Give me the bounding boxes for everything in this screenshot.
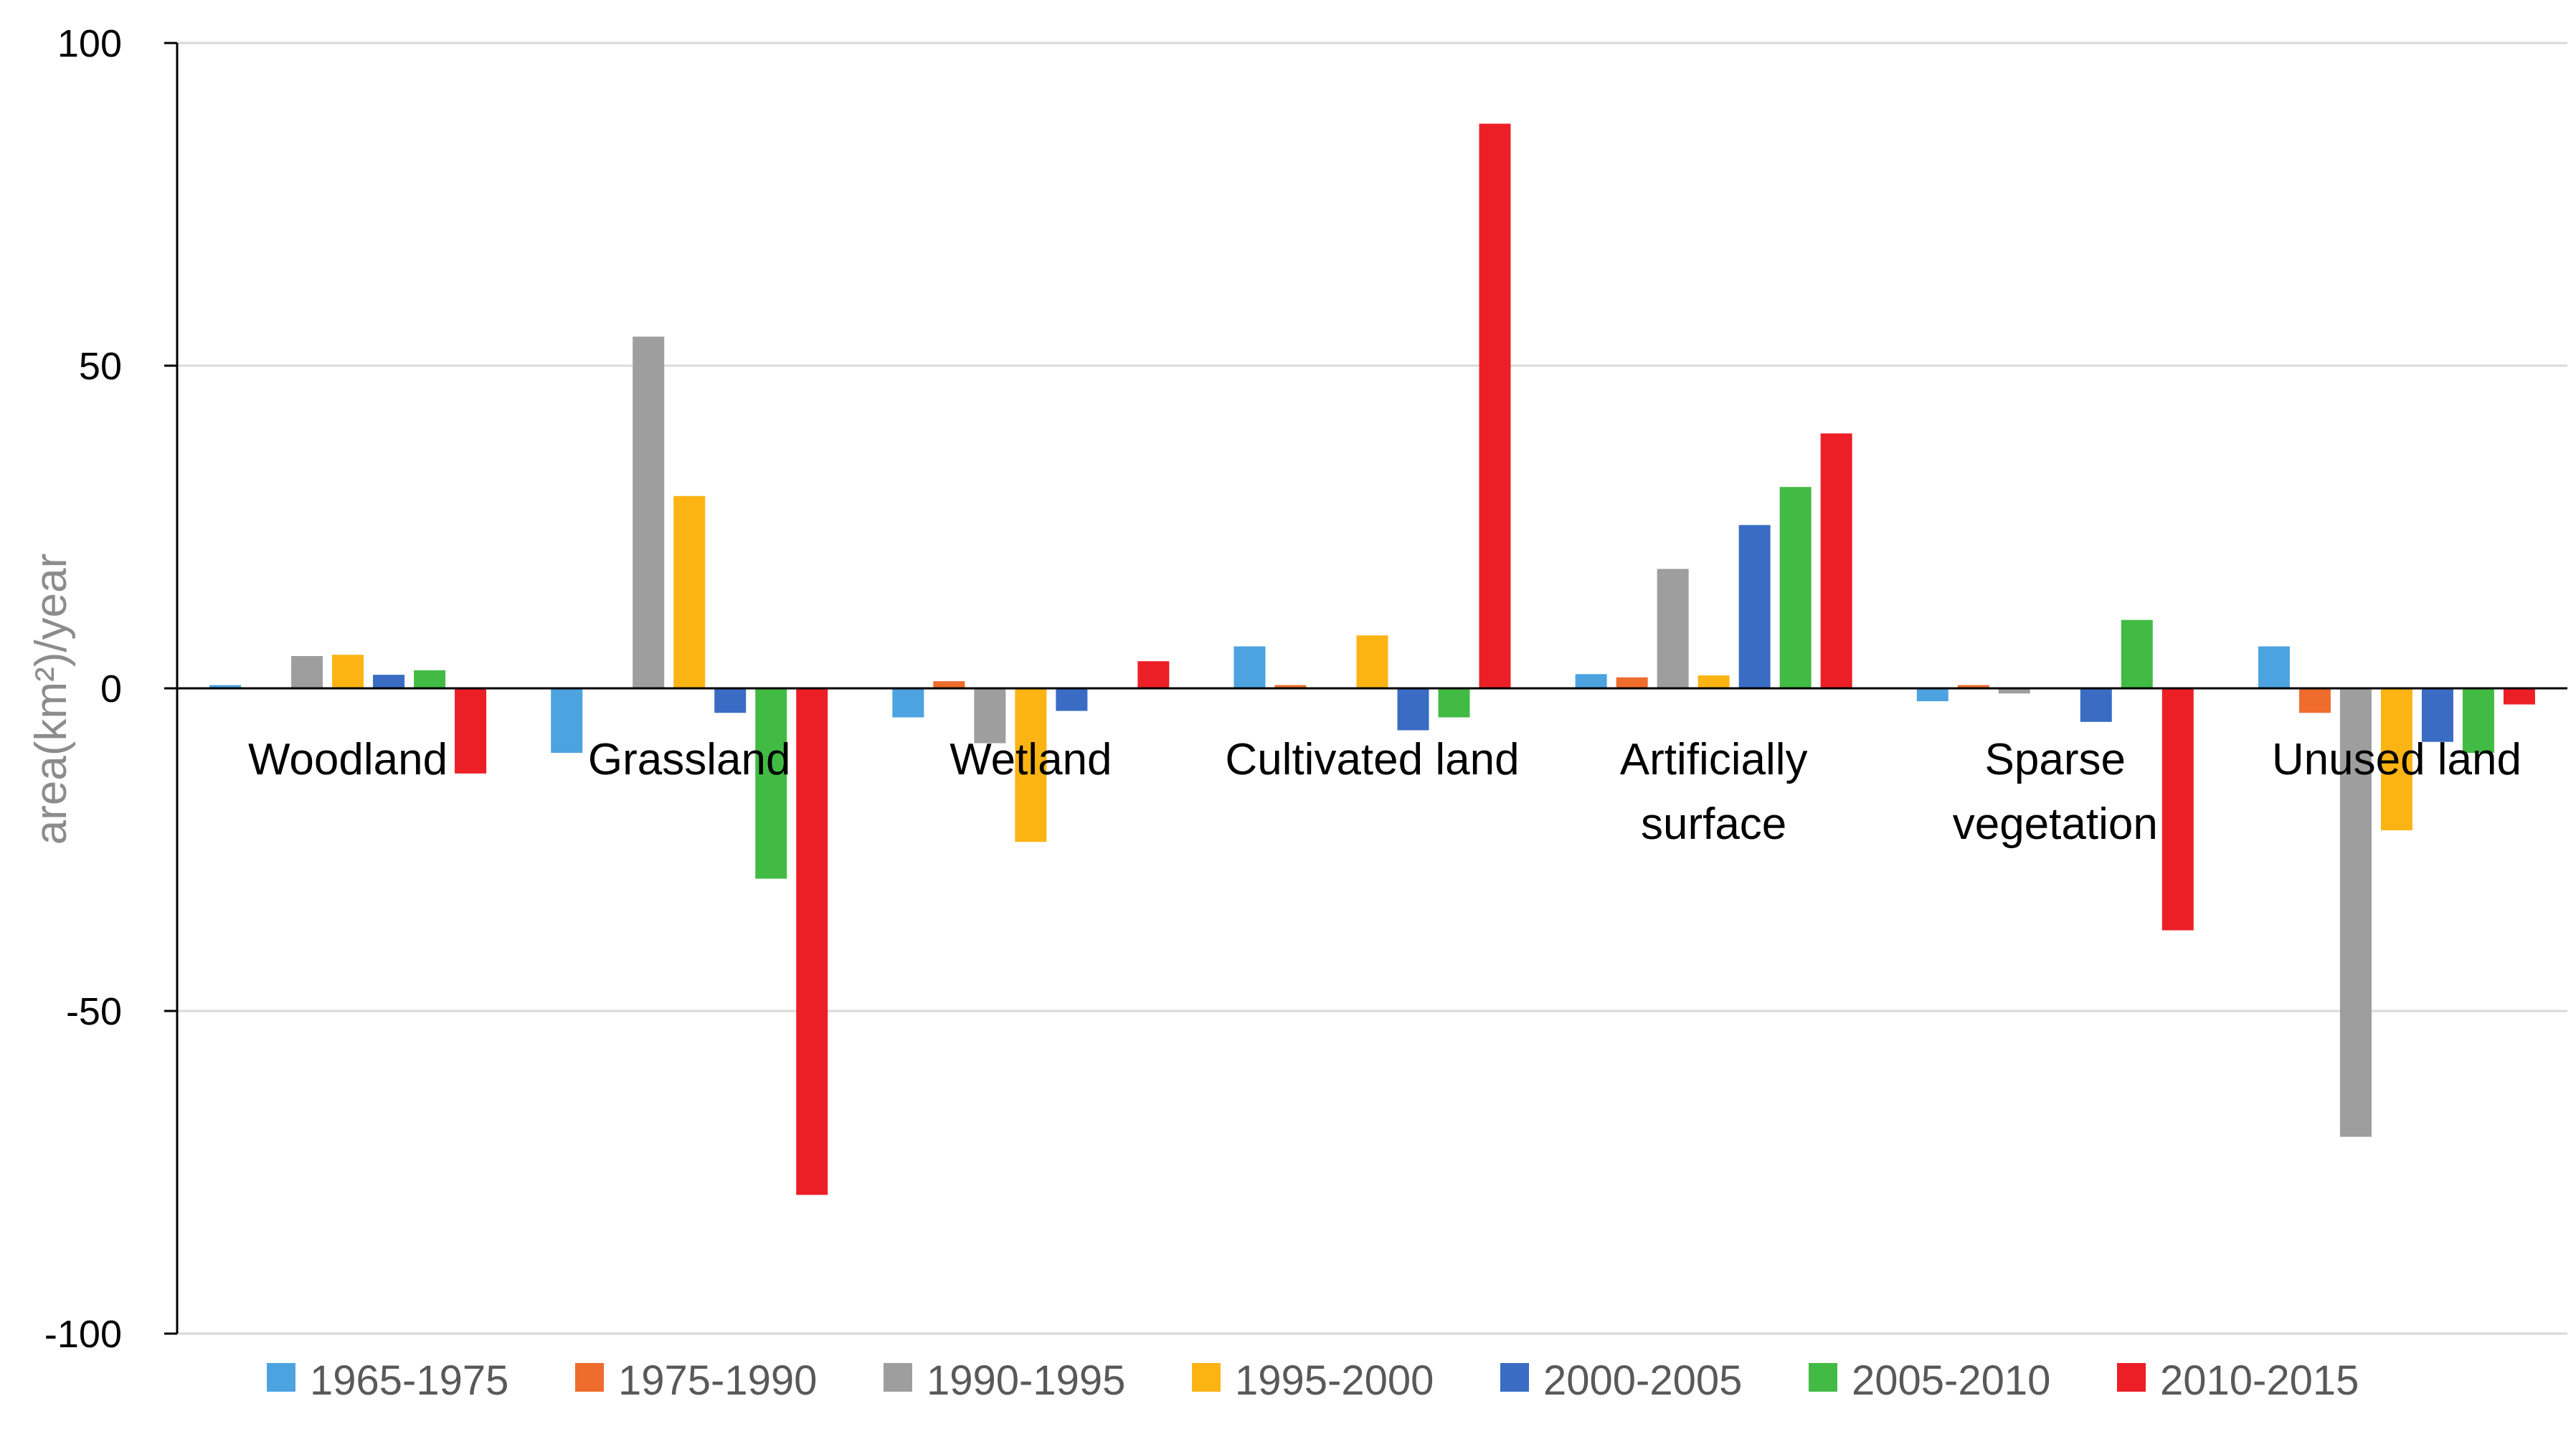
legend-label: 1975-1990 <box>618 1357 817 1404</box>
bar-1965-1975-unused-land <box>2258 646 2290 688</box>
bar-1965-1975-woodland <box>209 685 242 688</box>
bar-2005-2010-cultivated-land <box>1438 688 1470 718</box>
bar-1965-1975-cultivated-land <box>1233 646 1266 688</box>
bar-1995-2000-wetland <box>1015 688 1047 842</box>
bar-2010-2015-cultivated-land <box>1479 123 1511 688</box>
bar-2000-2005-sparse-vegetation <box>2080 688 2112 722</box>
category-label: Unused land <box>2272 735 2521 784</box>
bar-1975-1990-sparse-vegetation <box>1957 685 1989 688</box>
bar-1990-1995-unused-land <box>2339 688 2372 1137</box>
bar-1995-2000-unused-land <box>2380 688 2412 830</box>
bar-2005-2010-sparse-vegetation <box>2121 619 2153 688</box>
bars <box>209 123 2535 1195</box>
y-tick-label: 0 <box>100 668 122 711</box>
legend-label: 1995-2000 <box>1235 1357 1434 1404</box>
bar-2000-2005-wetland <box>1056 688 1088 711</box>
bar-2010-2015-grassland <box>796 688 828 1195</box>
bar-2005-2010-woodland <box>414 670 446 688</box>
legend-label: 2005-2010 <box>1852 1357 2050 1404</box>
bar-2000-2005-grassland <box>714 688 747 713</box>
axes <box>164 42 2567 1335</box>
legend-swatch-2010-2015 <box>2117 1363 2146 1392</box>
y-tick-label: -100 <box>44 1313 122 1356</box>
bar-1965-1975-wetland <box>892 688 924 718</box>
legend-label: 2000-2005 <box>1543 1357 1742 1404</box>
bar-2010-2015-artificially-surface <box>1820 433 1852 688</box>
legend-label: 1965-1975 <box>310 1357 508 1404</box>
category-label: Grassland <box>588 735 791 784</box>
y-axis-title: area(km²)/year <box>27 554 76 845</box>
bar-1990-1995-wetland <box>974 688 1006 744</box>
bar-1975-1990-artificially-surface <box>1616 677 1648 688</box>
bar-1990-1995-artificially-surface <box>1657 569 1689 688</box>
bar-2005-2010-unused-land <box>2462 688 2494 753</box>
legend-swatch-2000-2005 <box>1500 1363 1529 1392</box>
bar-2000-2005-woodland <box>373 675 405 688</box>
category-label: vegetation <box>1953 799 2158 849</box>
bar-1965-1975-grassland <box>551 688 583 753</box>
bar-1990-1995-grassland <box>633 336 665 688</box>
category-label: surface <box>1641 799 1786 849</box>
bar-1995-2000-artificially-surface <box>1697 675 1730 688</box>
bar-2005-2010-artificially-surface <box>1779 487 1812 688</box>
y-tick-label: -50 <box>66 990 122 1033</box>
bar-1995-2000-woodland <box>332 655 364 688</box>
bar-1995-2000-grassland <box>673 495 706 688</box>
category-label: Wetland <box>950 735 1112 784</box>
y-tick-label: 100 <box>57 22 122 65</box>
bar-2010-2015-sparse-vegetation <box>2161 688 2194 931</box>
legend-swatch-2005-2010 <box>1809 1363 1837 1392</box>
bar-2010-2015-woodland <box>455 688 487 774</box>
legend-swatch-1975-1990 <box>575 1363 604 1392</box>
bar-1965-1975-sparse-vegetation <box>1916 688 1948 701</box>
bar-1965-1975-artificially-surface <box>1575 674 1607 688</box>
category-label: Woodland <box>248 735 448 784</box>
bar-2005-2010-grassland <box>755 688 787 879</box>
category-labels: Woodland Grassland Wetland Cultivated land A… <box>248 735 2521 849</box>
legend-swatch-1995-2000 <box>1192 1363 1221 1392</box>
bar-1990-1995-woodland <box>291 656 323 688</box>
bar-2010-2015-unused-land <box>2503 688 2535 705</box>
legend: 1965-1975 1975-1990 1990-1995 1995-2000 2000… <box>267 1357 2359 1404</box>
bar-2000-2005-artificially-surface <box>1738 525 1771 688</box>
gridlines <box>177 42 2567 1335</box>
bar-1990-1995-sparse-vegetation <box>1998 688 2030 694</box>
bar-1975-1990-unused-land <box>2298 688 2331 713</box>
y-tick-labels: 100 50 0 -50 -100 <box>44 22 122 1356</box>
legend-swatch-1990-1995 <box>884 1363 912 1392</box>
legend-label: 2010-2015 <box>2160 1357 2359 1404</box>
bar-2010-2015-wetland <box>1137 661 1170 688</box>
bar-1975-1990-wetland <box>933 681 965 688</box>
y-tick-label: 50 <box>79 345 122 388</box>
legend-swatch-1965-1975 <box>267 1363 295 1392</box>
bar-1975-1990-cultivated-land <box>1274 685 1307 688</box>
category-label: Sparse <box>1985 735 2126 784</box>
category-label: Artificially <box>1620 735 1808 784</box>
bar-1995-2000-cultivated-land <box>1356 635 1388 688</box>
legend-label: 1990-1995 <box>927 1357 1125 1404</box>
category-label: Cultivated land <box>1225 735 1519 784</box>
bar-2000-2005-unused-land <box>2421 688 2453 742</box>
bar-2000-2005-cultivated-land <box>1397 688 1429 731</box>
